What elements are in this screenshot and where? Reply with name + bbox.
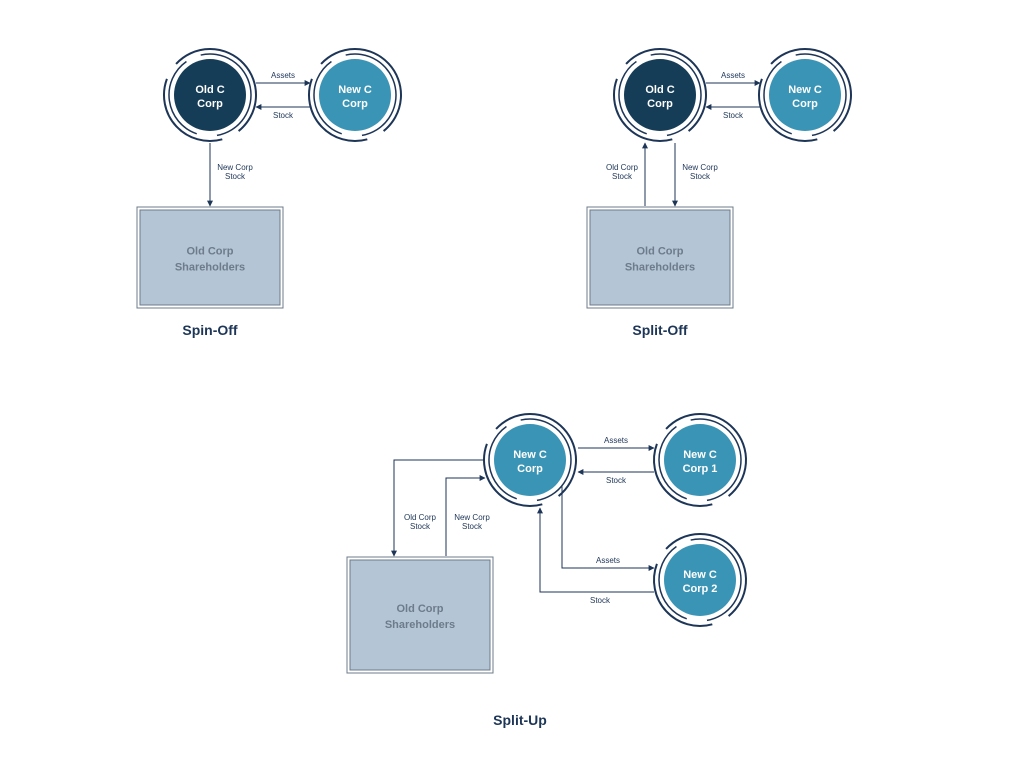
spin_off-holders: Old Corp Shareholders — [137, 207, 283, 308]
spin_off-old_c-label2: Corp — [197, 98, 223, 110]
diagram-split_up: Split-Up — [493, 712, 547, 728]
spin_off-edge-1-label: Stock — [273, 111, 294, 120]
split_up-edge-2: Assets — [562, 486, 654, 568]
split_off-edge-2: Old CorpStock — [606, 143, 645, 206]
diagram-split_off: Split-Off — [632, 322, 688, 338]
split_up-edge-4: Old CorpStock — [394, 460, 483, 556]
split_up-edge-4-label2: Stock — [410, 522, 431, 531]
spin_off-new_c-label1: New C — [338, 84, 372, 96]
spin_off-edge-2-label1: New Corp — [217, 163, 253, 172]
split_up-edge-0-label: Assets — [604, 436, 628, 445]
split_off-edge-0: Assets — [706, 71, 760, 83]
split_off-new_c: New C Corp — [759, 49, 851, 141]
spin_off-edge-2: New CorpStock — [210, 143, 253, 206]
split_off-old_c: Old C Corp — [614, 49, 706, 141]
split_off-edge-2-label2: Stock — [612, 172, 633, 181]
split_off-new_c-label2: Corp — [792, 98, 818, 110]
split_up-edge-2-label: Assets — [596, 556, 620, 565]
split_off-old_c-label2: Corp — [647, 98, 673, 110]
split_off-holders-label2: Shareholders — [625, 261, 695, 273]
split_off-edge-3-label1: New Corp — [682, 163, 718, 172]
split_up-new_c2: New C Corp 2 — [654, 534, 746, 626]
split_off-holders-label1: Old Corp — [636, 245, 683, 257]
split_up-new_c-label1: New C — [513, 449, 547, 461]
split_up-holders-label1: Old Corp — [396, 603, 443, 615]
split_off-edge-3: New CorpStock — [675, 143, 718, 206]
spin_off-new_c-label2: Corp — [342, 98, 368, 110]
split_off-new_c-label1: New C — [788, 84, 822, 96]
split_up-new_c1-label2: Corp 1 — [683, 463, 718, 475]
split_off-edge-3-label2: Stock — [690, 172, 711, 181]
split_off-title: Split-Off — [632, 322, 688, 338]
split_off-edge-1-label: Stock — [723, 111, 744, 120]
split_up-edge-4-label1: Old Corp — [404, 513, 437, 522]
spin_off-title: Spin-Off — [182, 322, 238, 338]
spin_off-holders-label2: Shareholders — [175, 261, 245, 273]
split_up-edge-0: Assets — [578, 436, 654, 448]
spin_off-old_c: Old C Corp — [164, 49, 256, 141]
split_up-edge-1-label: Stock — [606, 476, 627, 485]
split_up-edge-5: New CorpStock — [446, 478, 490, 556]
split_up-edge-5-label1: New Corp — [454, 513, 490, 522]
spin_off-holders-label1: Old Corp — [186, 245, 233, 257]
split_up-edge-5-label2: Stock — [462, 522, 483, 531]
split_up-new_c1-label1: New C — [683, 449, 717, 461]
diagram-spin_off: Spin-Off — [182, 322, 238, 338]
split_up-new_c1: New C Corp 1 — [654, 414, 746, 506]
spin_off-edge-2-label2: Stock — [225, 172, 246, 181]
spin_off-edge-0: Assets — [256, 71, 310, 83]
split_up-new_c2-label2: Corp 2 — [683, 583, 718, 595]
split_off-edge-1: Stock — [706, 107, 760, 120]
split_up-edge-1: Stock — [578, 472, 654, 485]
spin_off-edge-0-label: Assets — [271, 71, 295, 80]
spin_off-old_c-label1: Old C — [195, 84, 224, 96]
split_up-holders-label2: Shareholders — [385, 619, 455, 631]
split_up-title: Split-Up — [493, 712, 547, 728]
split_up-new_c-label2: Corp — [517, 463, 543, 475]
split_off-edge-2-label1: Old Corp — [606, 163, 639, 172]
split_up-edge-3-label: Stock — [590, 596, 611, 605]
split_off-old_c-label1: Old C — [645, 84, 674, 96]
split_off-holders: Old Corp Shareholders — [587, 207, 733, 308]
diagram-canvas: Spin-Off Old C Corp New C Corp Old Corp Shareh… — [0, 0, 1024, 768]
split_up-holders: Old Corp Shareholders — [347, 557, 493, 673]
spin_off-edge-1: Stock — [256, 107, 310, 120]
split_off-edge-0-label: Assets — [721, 71, 745, 80]
spin_off-new_c: New C Corp — [309, 49, 401, 141]
split_up-new_c2-label1: New C — [683, 569, 717, 581]
